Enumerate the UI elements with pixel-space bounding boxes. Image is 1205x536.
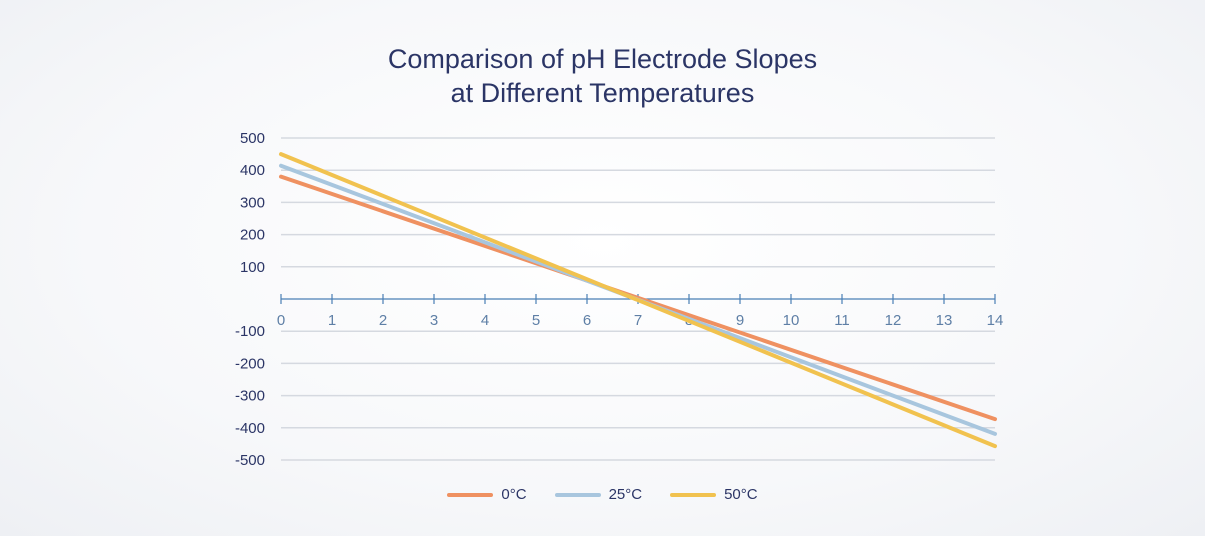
x-tick-label: 4: [481, 312, 489, 329]
y-tick-label: -400: [235, 420, 265, 437]
legend-item-2: 50°C: [670, 486, 758, 503]
legend-swatch: [554, 492, 601, 497]
legend-label: 50°C: [724, 486, 758, 503]
x-tick-label: 5: [532, 312, 540, 329]
x-tick-label: 14: [987, 312, 1004, 329]
legend-swatch: [670, 492, 717, 497]
legend-item-1: 25°C: [554, 486, 643, 503]
y-tick-label: -300: [235, 388, 265, 405]
chart-title-line-1: Comparison of pH Electrode Slopes: [387, 44, 818, 74]
series-line-2: [279, 152, 997, 449]
legend-label: 25°C: [608, 486, 643, 503]
x-tick-label: 12: [885, 312, 902, 329]
x-tick-label: 11: [834, 312, 850, 329]
x-tick-label: 7: [634, 312, 642, 329]
y-tick-label: 500: [240, 130, 265, 147]
y-tick-label: 300: [240, 194, 265, 211]
x-tick-label: 10: [783, 312, 800, 329]
x-tick-label: 3: [430, 312, 438, 329]
legend-swatch: [447, 492, 494, 497]
y-tick-label: -500: [235, 452, 265, 469]
x-tick-label: 2: [379, 312, 387, 329]
chart-title-line-2: at Different Temperatures: [450, 78, 755, 108]
y-tick-label: -200: [235, 355, 265, 372]
y-tick-label: 200: [240, 227, 265, 244]
x-tick-label: 6: [583, 312, 591, 329]
x-tick-label: 13: [936, 312, 953, 329]
legend-item-0: 0°C: [447, 486, 527, 503]
chart-title: Comparison of pH Electrode Slopes at Dif…: [0, 42, 1205, 110]
y-tick-label: -100: [235, 323, 265, 340]
x-tick-label: 9: [736, 312, 744, 329]
x-tick-label: 0: [277, 312, 285, 329]
legend-label: 0°C: [501, 486, 527, 503]
y-tick-label: 400: [240, 162, 265, 179]
y-tick-label: 100: [240, 259, 265, 276]
x-tick-label: 1: [328, 312, 336, 329]
chart-legend: 0°C 25°C 50°C: [0, 486, 1205, 503]
